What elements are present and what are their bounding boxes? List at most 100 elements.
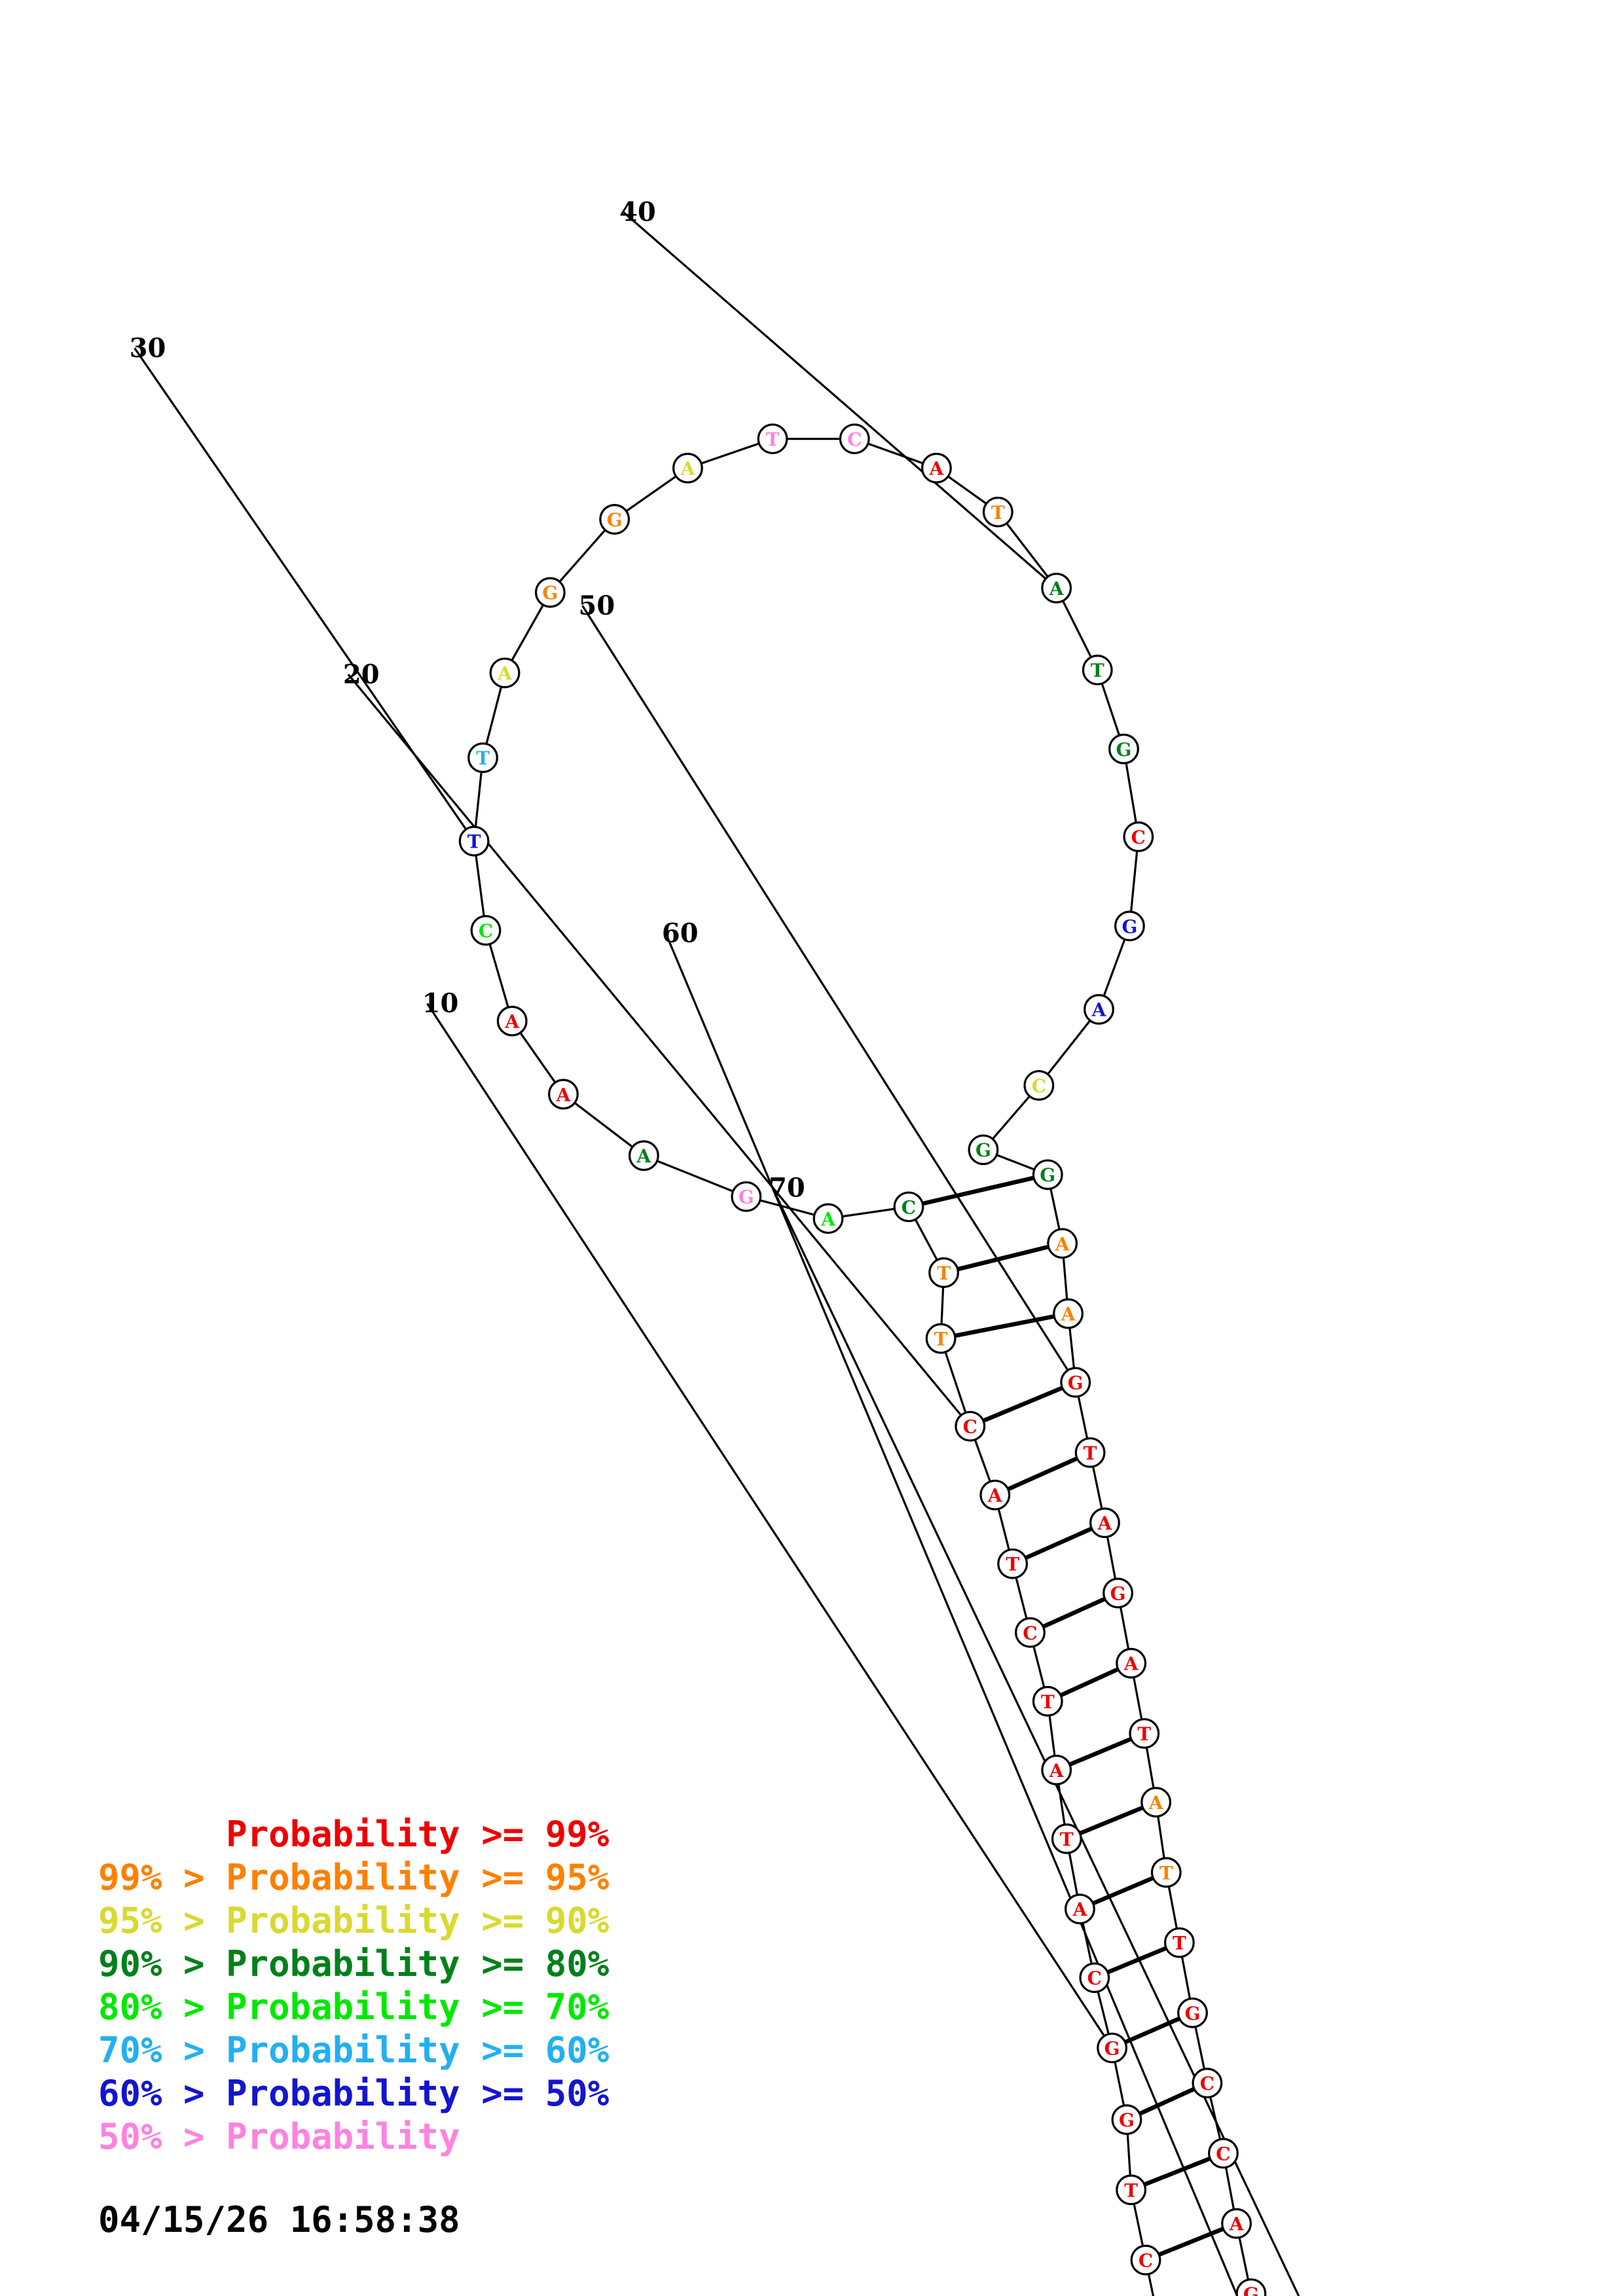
stem5-nucleotide-12[interactable]: C	[1079, 1962, 1110, 1994]
backbone-segment	[997, 511, 1057, 589]
nucleotide-letter: C	[963, 1416, 977, 1438]
loop-nucleotide-8[interactable]: T	[467, 742, 498, 774]
stem3-nucleotide-16[interactable]: A	[1221, 2208, 1252, 2239]
stem5-nucleotide-15[interactable]: T	[1116, 2174, 1147, 2206]
stem3-nucleotide-15[interactable]: C	[1208, 2138, 1239, 2169]
nucleotide-circle	[1123, 821, 1154, 852]
backbone-segment	[484, 930, 513, 1022]
nucleotide-circle	[1079, 1962, 1110, 1994]
stem5-nucleotide-7[interactable]: C	[1015, 1617, 1046, 1648]
stem3-nucleotide-12[interactable]: T	[1164, 1927, 1195, 1958]
leader-line-70	[771, 1187, 1300, 2296]
stem5-nucleotide-1[interactable]: C	[893, 1191, 924, 1223]
loop-nucleotide-15[interactable]: A	[921, 452, 952, 484]
nucleotide-circle	[1053, 1298, 1084, 1329]
nucleotide-circle	[1103, 1577, 1133, 1609]
position-label-30: 30	[130, 332, 166, 363]
loop-nucleotide-6[interactable]: C	[470, 915, 501, 946]
nucleotide-letter: A	[1123, 1653, 1139, 1675]
nucleotide-letter: A	[1049, 1760, 1065, 1782]
nucleotide-letter: T	[467, 831, 481, 853]
loop-nucleotide-1[interactable]: A	[812, 1203, 844, 1234]
nucleotide-circle	[1130, 2244, 1161, 2276]
loop-nucleotide-9[interactable]: A	[489, 657, 520, 689]
base-pair-bond	[1130, 2151, 1224, 2192]
stem3-nucleotide-1[interactable]: G	[1032, 1159, 1063, 1191]
loop-nucleotide-14[interactable]: C	[839, 423, 870, 454]
nucleotide-letter: T	[1060, 1829, 1074, 1850]
loop-nucleotide-7[interactable]: T	[458, 825, 490, 857]
nucleotide-circle	[921, 452, 952, 484]
stem3-nucleotide-7[interactable]: G	[1103, 1577, 1133, 1609]
loop-nucleotide-21[interactable]: G	[1114, 910, 1145, 942]
nucleotide-circle	[496, 1005, 528, 1037]
nucleotide-circle	[1084, 994, 1114, 1025]
stem3-nucleotide-4[interactable]: G	[1060, 1367, 1091, 1398]
nucleotide-circle	[928, 1257, 959, 1288]
stem3-nucleotide-17[interactable]: G	[1235, 2278, 1267, 2296]
nucleotide-letter: T	[1084, 1443, 1097, 1464]
loop-nucleotide-19[interactable]: G	[1108, 733, 1139, 764]
nucleotide-letter: G	[607, 509, 623, 531]
backbone-segment	[939, 1338, 972, 1427]
loop-nucleotide-16[interactable]: T	[982, 496, 1013, 528]
nucleotide-circle	[1116, 2174, 1147, 2206]
loop-nucleotide-22[interactable]: A	[1084, 994, 1114, 1025]
stem5-nucleotide-14[interactable]: G	[1111, 2104, 1142, 2135]
nucleotide-circle	[812, 1203, 844, 1234]
stem3-nucleotide-11[interactable]: T	[1150, 1857, 1182, 1888]
nucleotide-letter: T	[1173, 1933, 1186, 1954]
stem3-nucleotide-10[interactable]: A	[1140, 1787, 1172, 1818]
nucleotide-letter: C	[479, 920, 493, 942]
loop-nucleotide-20[interactable]: C	[1123, 821, 1154, 852]
stem3-nucleotide-3[interactable]: A	[1053, 1298, 1084, 1329]
stem5-nucleotide-13[interactable]: G	[1097, 2032, 1127, 2064]
stem3-nucleotide-13[interactable]: G	[1177, 1997, 1208, 2028]
stem5-nucleotide-2[interactable]: T	[928, 1257, 959, 1288]
stem5-nucleotide-9[interactable]: A	[1041, 1754, 1072, 1785]
stem3-nucleotide-5[interactable]: T	[1074, 1437, 1106, 1468]
loop-nucleotide-24[interactable]: G	[968, 1134, 999, 1166]
loop-nucleotide-11[interactable]: G	[599, 504, 630, 535]
timestamp-label: 04/15/26 16:58:38	[98, 2199, 460, 2240]
loop-nucleotide-10[interactable]: G	[534, 577, 566, 608]
stem5-nucleotide-11[interactable]: A	[1065, 1893, 1095, 1925]
stem3-nucleotide-6[interactable]: A	[1089, 1507, 1120, 1539]
base-pair-bond	[969, 1380, 1076, 1429]
stem3-nucleotide-9[interactable]: T	[1129, 1718, 1160, 1749]
stem5-nucleotide-4[interactable]: C	[955, 1410, 986, 1442]
nucleotide-circle	[599, 504, 630, 535]
loop-nucleotide-18[interactable]: T	[1082, 655, 1113, 686]
stem5-nucleotide-10[interactable]: T	[1051, 1823, 1082, 1854]
loop-nucleotide-4[interactable]: A	[548, 1079, 579, 1110]
loop-nucleotide-23[interactable]: C	[1023, 1069, 1055, 1101]
stem3-nucleotide-8[interactable]: A	[1116, 1647, 1147, 1679]
nucleotide-circle	[997, 1548, 1029, 1579]
nucleotide-circle	[458, 825, 490, 857]
loop-nucleotide-13[interactable]: T	[757, 423, 788, 454]
nucleotide-circle	[1097, 2032, 1127, 2064]
loop-nucleotide-5[interactable]: A	[496, 1005, 528, 1037]
loop-nucleotide-3[interactable]: A	[629, 1140, 659, 1172]
stem5-nucleotide-16[interactable]: C	[1130, 2244, 1161, 2276]
nucleotide-circle	[839, 423, 870, 454]
stem5-nucleotide-6[interactable]: T	[997, 1548, 1029, 1579]
nucleotide-circle	[548, 1079, 579, 1110]
position-label-70: 70	[769, 1172, 805, 1203]
stem5-nucleotide-5[interactable]: A	[979, 1479, 1011, 1511]
legend-row-8: 50% > Probability	[98, 2116, 460, 2157]
nucleotide-letter: G	[1185, 2003, 1201, 2024]
nucleotide-circle	[1177, 1997, 1208, 2028]
stem5-nucleotide-3[interactable]: T	[925, 1323, 957, 1354]
base-pair-bond	[1055, 1731, 1146, 1772]
loop-nucleotide-2[interactable]: G	[731, 1181, 762, 1212]
stem5-nucleotide-8[interactable]: T	[1032, 1685, 1063, 1717]
loop-nucleotide-17[interactable]: A	[1041, 573, 1072, 603]
nucleotide-letter: C	[902, 1196, 916, 1218]
stem3-nucleotide-14[interactable]: C	[1192, 2068, 1223, 2099]
loop-nucleotide-12[interactable]: A	[672, 452, 703, 484]
legend-row-7: 60% > Probability >= 50%	[98, 2073, 610, 2114]
nucleotide-circle	[1023, 1069, 1055, 1101]
nucleotide-letter: A	[987, 1485, 1003, 1507]
stem3-nucleotide-2[interactable]: A	[1047, 1228, 1078, 1259]
